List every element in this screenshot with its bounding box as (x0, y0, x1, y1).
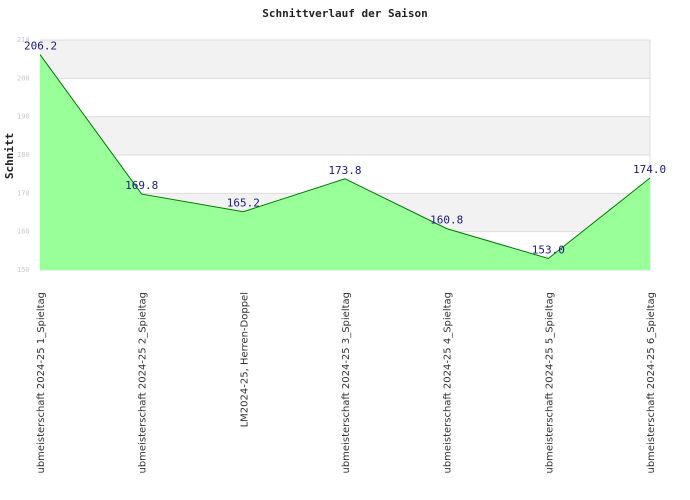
x-tick-label: ubmeisterschaft 2024-25 2_Spieltag (138, 292, 149, 474)
y-tick-label: 190 (17, 113, 30, 121)
y-tick-label: 210 (17, 36, 30, 44)
chart-title: Schnittverlauf der Saison (262, 7, 428, 20)
data-label: 153.0 (532, 244, 565, 257)
x-tick-label: ubmeisterschaft 2024-25 4_Spieltag (443, 292, 454, 474)
data-label: 160.8 (430, 214, 463, 227)
background-band (40, 40, 650, 79)
x-axis-ticks: ubmeisterschaft 2024-25 1_Spieltag ubmeis… (36, 292, 657, 474)
y-axis-ticks: 150 160 170 180 190 200 210 (17, 36, 30, 274)
background-band (40, 116, 650, 155)
data-label: 174.0 (633, 163, 666, 176)
y-tick-label: 180 (17, 151, 30, 159)
x-tick-label: LM2024-25, Herren-Doppel (239, 292, 250, 427)
series-line (39, 54, 651, 260)
y-axis-label: Schnitt (3, 133, 16, 179)
area-fill (40, 54, 650, 270)
background-band (40, 78, 650, 117)
plot-background (40, 40, 650, 270)
y-tick-label: 160 (17, 228, 30, 236)
data-label: 173.8 (328, 164, 361, 177)
x-tick-label: ubmeisterschaft 2024-25 1_Spieltag (36, 292, 47, 474)
data-label: 206.2 (24, 40, 57, 53)
data-labels: 206.2 169.8 165.2 173.8 160.8 153.0 174.0 (24, 40, 666, 257)
y-tick-label: 150 (17, 266, 30, 274)
y-tick-label: 170 (17, 189, 30, 197)
data-label: 165.2 (227, 197, 260, 210)
x-tick-label: ubmeisterschaft 2024-25 6_Spieltag (646, 292, 657, 474)
x-tick-label: ubmeisterschaft 2024-25 3_Spieltag (341, 292, 352, 474)
series-area (39, 54, 651, 270)
data-label: 169.8 (125, 179, 158, 192)
x-tick-label: ubmeisterschaft 2024-25 5_Spieltag (544, 292, 555, 474)
y-tick-label: 200 (17, 74, 30, 82)
